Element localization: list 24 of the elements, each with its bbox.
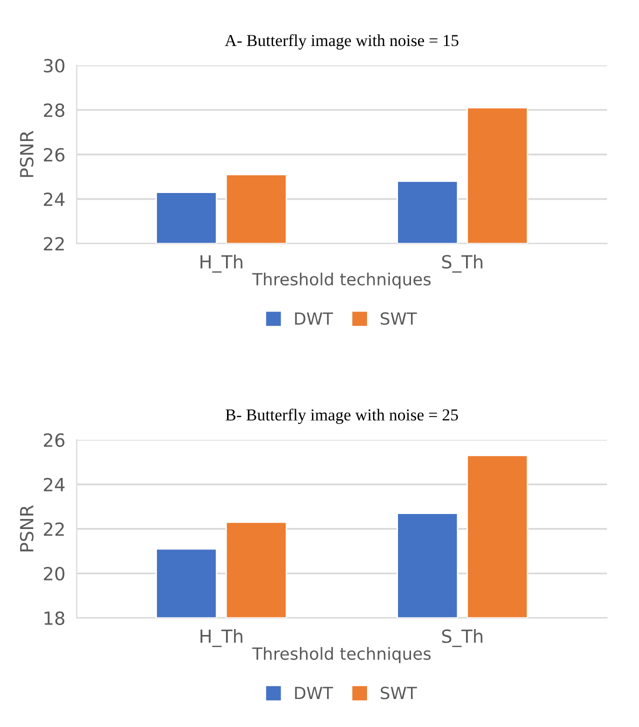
y-tick-label: 30 (44, 58, 64, 73)
legend-label: DWT (295, 312, 334, 325)
legend-label: DWT (295, 686, 334, 700)
x-axis-title: Threshold techniques (252, 647, 431, 664)
y-tick-label: 24 (44, 478, 65, 492)
y-tick-label: 26 (44, 148, 64, 162)
x-tick-label: H_Th (200, 629, 242, 648)
legend-label: SWT (380, 312, 417, 325)
y-tick-label: 18 (44, 611, 64, 626)
x-tick-label: H_Th (200, 254, 242, 273)
y-tick-label: 28 (44, 103, 64, 118)
y-tick-label: 24 (44, 192, 65, 206)
y-axis-title: PSNR (20, 505, 34, 552)
y-tick-label: 22 (44, 522, 64, 536)
y-tick-label: 20 (44, 566, 64, 581)
chart-title: A- Butterfly image with noise = 15 (224, 34, 458, 50)
x-axis-title: Threshold techniques (252, 272, 431, 289)
y-tick-label: 26 (44, 433, 64, 447)
chart-title: B- Butterfly image with noise = 25 (226, 408, 458, 424)
y-tick-label: 22 (44, 237, 64, 250)
y-axis-title: PSNR (20, 130, 34, 177)
x-tick-label: S_Th (442, 254, 482, 273)
x-tick-label: S_Th (442, 629, 482, 648)
legend-label: SWT (380, 686, 417, 700)
